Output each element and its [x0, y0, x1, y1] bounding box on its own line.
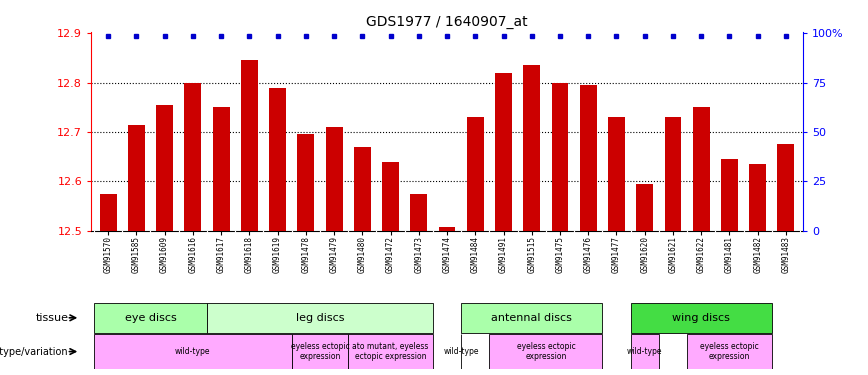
Text: GSM91473: GSM91473	[414, 236, 424, 273]
Bar	[693, 107, 710, 231]
Text: leg discs: leg discs	[296, 313, 345, 323]
Bar	[354, 147, 371, 231]
Bar	[348, 334, 433, 369]
Bar	[631, 303, 772, 333]
Bar	[495, 73, 512, 231]
Title: GDS1977 / 1640907_at: GDS1977 / 1640907_at	[366, 15, 528, 30]
Text: GSM91476: GSM91476	[584, 236, 593, 273]
Bar	[721, 159, 738, 231]
Text: GSM91619: GSM91619	[273, 236, 282, 273]
Bar	[184, 82, 201, 231]
Text: eyeless ectopic
expression: eyeless ectopic expression	[291, 342, 349, 361]
Bar	[687, 334, 772, 369]
Text: GSM91585: GSM91585	[132, 236, 141, 273]
Text: wild-type: wild-type	[175, 347, 211, 356]
Bar	[438, 226, 456, 231]
Text: GSM91618: GSM91618	[245, 236, 253, 273]
Text: GSM91621: GSM91621	[668, 236, 678, 273]
Bar	[636, 184, 654, 231]
Bar	[292, 334, 348, 369]
Text: GSM91515: GSM91515	[527, 236, 536, 273]
Text: GSM91482: GSM91482	[753, 236, 762, 273]
Text: eyeless ectopic
expression: eyeless ectopic expression	[700, 342, 759, 361]
Text: antennal discs: antennal discs	[491, 313, 572, 323]
Text: GSM91622: GSM91622	[697, 236, 706, 273]
Bar	[778, 144, 794, 231]
Text: GSM91570: GSM91570	[103, 236, 113, 273]
Text: GSM91484: GSM91484	[470, 236, 480, 273]
Text: GSM91477: GSM91477	[612, 236, 621, 273]
Bar	[128, 124, 145, 231]
Bar	[490, 334, 602, 369]
Bar	[94, 303, 207, 333]
Text: genotype/variation: genotype/variation	[0, 346, 69, 357]
Bar	[461, 303, 602, 333]
Bar	[580, 85, 596, 231]
Bar	[631, 334, 659, 369]
Bar	[298, 135, 314, 231]
Text: wild-type: wild-type	[444, 347, 479, 356]
Text: wing discs: wing discs	[673, 313, 730, 323]
Bar	[467, 117, 483, 231]
Text: eyeless ectopic
expression: eyeless ectopic expression	[516, 342, 575, 361]
Bar	[608, 117, 625, 231]
Text: ato mutant, eyeless
ectopic expression: ato mutant, eyeless ectopic expression	[352, 342, 429, 361]
Text: GSM91491: GSM91491	[499, 236, 508, 273]
Text: GSM91479: GSM91479	[330, 236, 339, 273]
Bar	[156, 105, 173, 231]
Bar	[94, 334, 292, 369]
Text: eye discs: eye discs	[125, 313, 176, 323]
Text: GSM91617: GSM91617	[216, 236, 226, 273]
Text: GSM91480: GSM91480	[358, 236, 367, 273]
Bar	[523, 65, 540, 231]
Bar	[240, 60, 258, 231]
Text: GSM91616: GSM91616	[188, 236, 197, 273]
Bar	[665, 117, 681, 231]
Bar	[213, 107, 229, 231]
Text: GSM91609: GSM91609	[160, 236, 169, 273]
Text: GSM91483: GSM91483	[781, 236, 791, 273]
Bar	[207, 303, 433, 333]
Text: GSM91478: GSM91478	[301, 236, 310, 273]
Bar	[100, 194, 116, 231]
Text: GSM91472: GSM91472	[386, 236, 395, 273]
Text: GSM91475: GSM91475	[556, 236, 564, 273]
Bar	[551, 82, 569, 231]
Bar	[411, 194, 427, 231]
Text: GSM91481: GSM91481	[725, 236, 734, 273]
Bar	[382, 162, 399, 231]
Bar	[269, 88, 286, 231]
Bar	[326, 127, 343, 231]
Bar	[749, 164, 766, 231]
Text: wild-type: wild-type	[627, 347, 662, 356]
Text: GSM91474: GSM91474	[443, 236, 451, 273]
Text: tissue: tissue	[36, 313, 69, 323]
Text: GSM91620: GSM91620	[641, 236, 649, 273]
